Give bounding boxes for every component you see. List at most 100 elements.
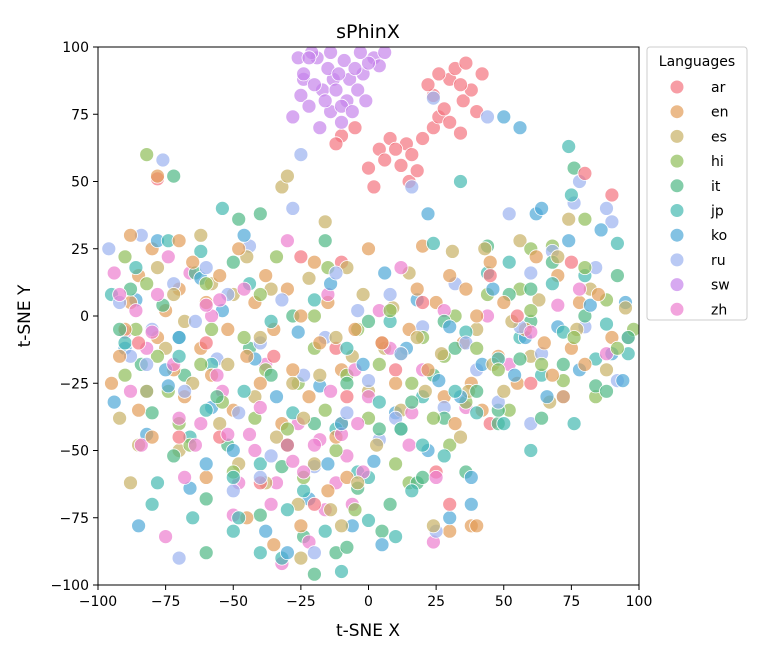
data-point-ar bbox=[420, 77, 436, 93]
data-point-zh bbox=[128, 303, 144, 319]
legend-label-ar: ar bbox=[711, 80, 726, 96]
legend-label-zh: zh bbox=[711, 302, 727, 318]
data-point-en bbox=[409, 281, 425, 297]
data-point-ar bbox=[361, 160, 376, 176]
data-point-it bbox=[166, 448, 182, 464]
data-point-jp bbox=[561, 139, 577, 154]
legend-marker-hi bbox=[669, 153, 685, 169]
data-point-ar bbox=[523, 375, 539, 391]
data-point-ar bbox=[458, 55, 474, 71]
data-point-ko bbox=[258, 523, 274, 539]
data-point-sw bbox=[312, 120, 328, 136]
data-point-ko bbox=[279, 545, 295, 561]
x-tick-label: −100 bbox=[79, 594, 117, 610]
data-point-en bbox=[447, 416, 463, 432]
y-tick-label: −25 bbox=[59, 376, 89, 392]
data-point-es bbox=[112, 410, 127, 426]
data-point-en bbox=[374, 335, 390, 351]
data-point-it bbox=[610, 268, 625, 284]
data-point-zh bbox=[306, 437, 322, 453]
data-point-en bbox=[528, 249, 544, 265]
data-point-en bbox=[361, 241, 376, 257]
data-point-it bbox=[534, 410, 549, 426]
data-point-hi bbox=[534, 356, 549, 372]
legend-marker-sw bbox=[669, 277, 685, 293]
data-point-sw bbox=[361, 55, 376, 71]
data-point-jp bbox=[496, 416, 512, 432]
data-point-ru bbox=[404, 179, 420, 195]
legend-marker-it bbox=[669, 178, 685, 194]
data-point-sw bbox=[317, 93, 333, 109]
data-point-es bbox=[369, 437, 385, 453]
data-point-ru bbox=[155, 152, 171, 168]
data-point-ar bbox=[431, 66, 447, 82]
legend-marker-jp bbox=[669, 203, 685, 218]
data-point-es bbox=[301, 270, 317, 286]
data-point-en bbox=[458, 281, 474, 297]
data-point-hi bbox=[566, 330, 582, 345]
data-point-ar bbox=[404, 147, 420, 163]
data-point-hi bbox=[317, 402, 333, 418]
data-point-es bbox=[123, 475, 138, 491]
data-point-it bbox=[112, 321, 127, 337]
data-point-ko bbox=[225, 443, 241, 458]
data-point-ar bbox=[366, 179, 382, 195]
data-point-zh bbox=[209, 367, 225, 383]
data-point-jp bbox=[566, 416, 582, 432]
data-point-ru bbox=[293, 147, 309, 163]
data-point-zh bbox=[285, 453, 301, 469]
data-point-ar bbox=[455, 93, 471, 109]
data-point-jp bbox=[564, 187, 579, 203]
data-point-ko bbox=[512, 120, 528, 136]
data-point-en bbox=[220, 321, 236, 337]
points-layer bbox=[101, 47, 639, 582]
data-point-it bbox=[599, 383, 614, 399]
data-point-ar bbox=[279, 437, 295, 453]
data-point-it bbox=[198, 545, 214, 561]
data-point-ru bbox=[604, 214, 620, 230]
data-point-hi bbox=[269, 249, 284, 265]
data-point-jp bbox=[263, 313, 279, 329]
data-point-hi bbox=[236, 330, 252, 345]
data-point-sw bbox=[331, 66, 347, 82]
legend-box bbox=[646, 46, 748, 321]
data-point-hi bbox=[523, 303, 539, 319]
data-point-hi bbox=[193, 356, 209, 372]
data-point-ru bbox=[171, 550, 187, 566]
data-point-ar bbox=[388, 362, 404, 378]
data-point-en bbox=[306, 254, 322, 270]
data-point-hi bbox=[469, 340, 485, 356]
data-point-ru bbox=[382, 287, 398, 302]
data-point-ar bbox=[328, 136, 344, 152]
data-point-ar bbox=[266, 348, 282, 364]
data-point-hi bbox=[117, 249, 133, 265]
data-point-zh bbox=[144, 324, 160, 340]
data-point-zh bbox=[150, 287, 165, 302]
data-point-es bbox=[561, 211, 577, 227]
data-point-it bbox=[225, 254, 241, 270]
data-point-zh bbox=[323, 383, 339, 399]
data-point-ko bbox=[485, 281, 501, 297]
data-point-ru bbox=[231, 405, 247, 421]
data-point-ko bbox=[160, 378, 176, 394]
data-point-sw bbox=[328, 82, 344, 98]
data-point-ru bbox=[101, 241, 117, 257]
data-point-es bbox=[355, 287, 371, 302]
data-point-it bbox=[144, 405, 160, 421]
data-point-en bbox=[347, 321, 363, 337]
data-point-en bbox=[388, 375, 404, 391]
data-point-ko bbox=[561, 233, 577, 249]
data-point-it bbox=[339, 539, 355, 555]
data-point-zh bbox=[523, 324, 539, 340]
data-point-hi bbox=[117, 367, 133, 383]
data-point-en bbox=[591, 287, 606, 302]
data-point-es bbox=[139, 383, 155, 399]
data-point-ko bbox=[431, 373, 447, 389]
data-point-jp bbox=[144, 496, 160, 512]
data-point-hi bbox=[139, 276, 155, 292]
data-point-hi bbox=[577, 260, 593, 276]
data-point-en bbox=[469, 518, 485, 534]
data-point-ar bbox=[604, 187, 620, 203]
data-point-it bbox=[198, 491, 214, 507]
data-point-sw bbox=[301, 98, 317, 114]
